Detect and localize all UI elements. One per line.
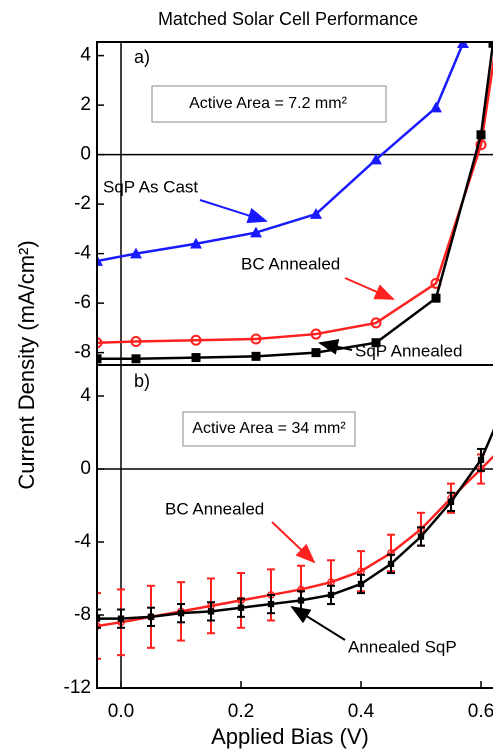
marker bbox=[475, 139, 487, 151]
y-tick-label: -12 bbox=[64, 677, 91, 698]
y-axis-label: Current Density (mA/cm²) bbox=[14, 240, 39, 489]
y-tick-label: -8 bbox=[74, 604, 91, 625]
y-tick-label: 0 bbox=[80, 458, 91, 479]
y-tick-label: 0 bbox=[80, 144, 91, 165]
y-tick-label: -4 bbox=[74, 531, 91, 552]
y-tick-label: -4 bbox=[74, 243, 91, 264]
plot-frame bbox=[96, 364, 493, 689]
x-tick-label: 0.6 bbox=[468, 701, 493, 722]
chart-title: Matched Solar Cell Performance bbox=[158, 9, 418, 29]
x-axis-label: Applied Bias (V) bbox=[211, 724, 369, 749]
marker bbox=[370, 153, 382, 165]
y-tick-label: 4 bbox=[80, 45, 91, 66]
marker bbox=[457, 42, 469, 49]
marker bbox=[250, 226, 262, 238]
series-label: SqP Annealed bbox=[355, 341, 462, 360]
label-arrow bbox=[199, 199, 268, 224]
marker bbox=[417, 533, 425, 540]
marker bbox=[310, 208, 322, 219]
marker bbox=[476, 130, 486, 140]
plot-area bbox=[97, 42, 493, 365]
annotation: Active Area = 7.2 mm² bbox=[189, 95, 348, 112]
marker bbox=[430, 101, 442, 113]
marker bbox=[191, 353, 201, 363]
marker bbox=[130, 335, 142, 347]
annotation: b) bbox=[134, 371, 150, 391]
marker bbox=[177, 610, 185, 617]
annotation-box bbox=[182, 411, 356, 447]
y-tick-label: 2 bbox=[80, 94, 91, 115]
marker bbox=[371, 338, 381, 348]
marker bbox=[311, 348, 321, 358]
marker bbox=[147, 613, 155, 620]
x-tick-label: 0.0 bbox=[108, 701, 134, 722]
marker bbox=[357, 580, 365, 588]
marker bbox=[267, 600, 275, 608]
y-tick-label: -8 bbox=[74, 342, 91, 363]
x-tick-label: 0.4 bbox=[348, 701, 375, 722]
series-line bbox=[97, 428, 493, 620]
marker bbox=[207, 608, 215, 615]
marker bbox=[251, 351, 261, 361]
series-label: BC Annealed bbox=[241, 254, 340, 273]
label-arrow bbox=[271, 521, 316, 564]
marker bbox=[130, 247, 142, 259]
marker bbox=[310, 328, 322, 340]
marker bbox=[387, 560, 395, 568]
marker bbox=[97, 615, 101, 622]
marker bbox=[297, 597, 305, 604]
y-tick-label: -6 bbox=[74, 292, 91, 313]
marker bbox=[477, 456, 485, 464]
marker bbox=[447, 498, 455, 506]
marker bbox=[190, 334, 202, 346]
series-line bbox=[97, 455, 493, 628]
marker bbox=[370, 317, 382, 329]
series-label: Annealed SqP bbox=[348, 637, 457, 656]
marker bbox=[250, 333, 262, 345]
y-tick-label: 4 bbox=[80, 385, 91, 406]
x-tick-label: 0.2 bbox=[228, 701, 254, 722]
label-arrow bbox=[344, 277, 395, 300]
marker bbox=[97, 337, 103, 349]
marker bbox=[97, 255, 103, 266]
marker bbox=[131, 354, 141, 364]
series-label: SqP As Cast bbox=[103, 177, 198, 196]
marker bbox=[117, 615, 125, 622]
y-tick-label: -2 bbox=[74, 193, 91, 214]
marker bbox=[327, 591, 335, 599]
marker bbox=[237, 604, 245, 611]
plot-area bbox=[97, 365, 493, 688]
annotation: a) bbox=[134, 47, 150, 67]
label-arrow bbox=[290, 605, 346, 641]
label-arrow bbox=[318, 339, 353, 355]
series-label: BC Annealed bbox=[165, 499, 264, 518]
annotation-box bbox=[151, 85, 387, 123]
series-line bbox=[97, 42, 465, 263]
marker bbox=[97, 354, 102, 364]
marker bbox=[97, 622, 101, 630]
marker bbox=[190, 237, 202, 249]
marker bbox=[431, 293, 441, 303]
annotation: Active Area = 34 mm² bbox=[192, 420, 346, 437]
marker bbox=[488, 42, 493, 48]
